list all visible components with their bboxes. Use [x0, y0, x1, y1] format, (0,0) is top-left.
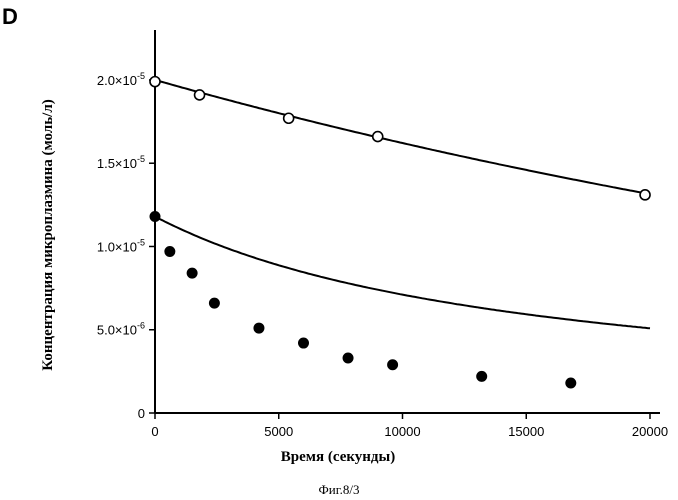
y-tick-label: 1.5×10-5	[97, 154, 145, 171]
open-circle-point	[193, 89, 206, 101]
fit-curve	[154, 215, 651, 330]
filled-circle-point	[387, 359, 399, 371]
y-tick-label: 1.0×10-5	[97, 237, 145, 254]
x-tick-label: 20000	[632, 424, 668, 439]
filled-circle-point	[565, 377, 577, 389]
x-ticks: 0 5000 10000 15000 20000	[151, 413, 668, 439]
x-tick-label: 5000	[264, 424, 293, 439]
open-circle-point	[282, 112, 295, 125]
x-tick-label: 0	[151, 424, 158, 439]
filled-circle-point	[476, 370, 488, 382]
axes	[154, 30, 660, 414]
filled-circle-point	[253, 322, 265, 334]
x-tick-label: 15000	[508, 424, 544, 439]
open-circle-point	[371, 130, 384, 143]
open-circle-point	[149, 75, 161, 88]
filled-circle-point	[149, 211, 161, 223]
panel-label: D	[2, 4, 18, 29]
filled-circle-point	[208, 297, 220, 309]
y-axis-title: Концентрация микроплазмина (моль/л)	[40, 99, 56, 370]
y-ticks: 0 5.0×10-6 1.0×10-5 1.5×10-5 2.0×10-5	[97, 71, 155, 421]
figure-caption: Фиг.8/3	[319, 482, 360, 497]
filled-circle-point	[342, 352, 354, 364]
y-tick-label: 2.0×10-5	[97, 71, 145, 88]
open-circle-point	[639, 189, 651, 201]
filled-circle-point	[164, 245, 176, 257]
filled-circle-point	[186, 267, 198, 279]
y-tick-label: 0	[138, 406, 145, 421]
fit-curve	[154, 79, 651, 196]
data-points	[149, 75, 651, 389]
fit-curves	[154, 79, 651, 330]
filled-circle-point	[298, 337, 309, 349]
x-tick-label: 10000	[384, 424, 420, 439]
y-tick-label: 5.0×10-6	[97, 321, 145, 338]
x-axis-title: Время (секунды)	[281, 449, 395, 465]
